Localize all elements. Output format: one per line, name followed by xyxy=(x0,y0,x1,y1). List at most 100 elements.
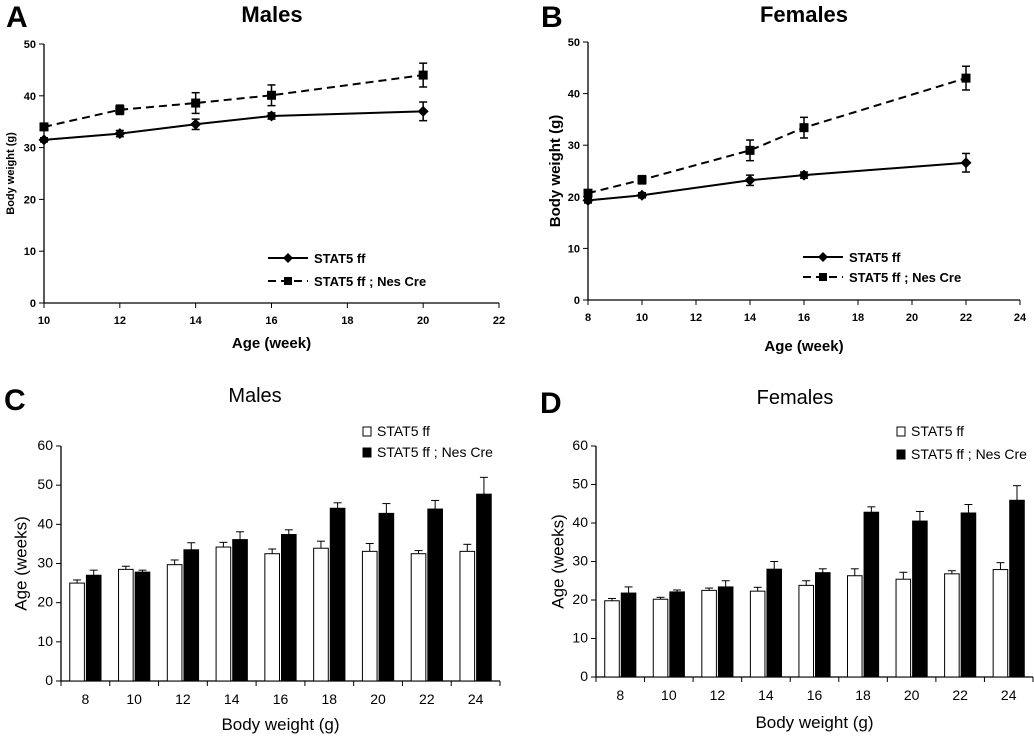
data-point-square xyxy=(745,145,755,155)
x-tick-label: 24 xyxy=(468,691,484,707)
x-tick-label: 14 xyxy=(224,691,240,707)
y-tick-label: 0 xyxy=(574,295,580,307)
bar-stat5-ff xyxy=(118,568,134,682)
bar-stat5-ff xyxy=(361,550,378,682)
x-axis-label: Body weight (g) xyxy=(755,713,873,732)
y-tick-label: 0 xyxy=(580,668,588,684)
y-axis-label: Body weight (g) xyxy=(5,132,17,215)
data-point-diamond xyxy=(38,134,50,146)
y-tick-label: 10 xyxy=(37,633,53,649)
bar-stat5-ff xyxy=(166,564,183,682)
bar-stat5-ff-nes-cre xyxy=(620,592,637,678)
legend-label: STAT5 ff xyxy=(377,423,430,439)
x-tick-label: 24 xyxy=(1014,312,1027,324)
bar-stat5-ff xyxy=(652,598,669,678)
y-tick-label: 0 xyxy=(45,672,53,688)
legend-marker-diamond xyxy=(818,252,828,262)
bar-stat5-ff xyxy=(798,584,815,678)
x-tick-label: 18 xyxy=(852,312,864,324)
data-point-diamond xyxy=(190,118,202,130)
x-tick-label: 22 xyxy=(419,691,435,707)
x-tick-label: 8 xyxy=(616,687,624,703)
legend-label: STAT5 ff ; Nes Cre xyxy=(377,444,493,460)
y-tick-label: 30 xyxy=(24,143,36,155)
y-tick-label: 30 xyxy=(568,140,580,152)
legend-label: STAT5 ff ; Nes Cre xyxy=(911,446,1027,462)
legend-marker-square xyxy=(819,273,827,281)
data-point-square xyxy=(267,90,276,100)
data-point-diamond xyxy=(744,174,756,186)
bar-stat5-ff xyxy=(604,600,620,678)
chart-panel-c: Males 0 10 20 30 40 50 60 Age (weeks) Body weight… xyxy=(11,385,501,734)
bar-stat5-ff xyxy=(459,550,476,682)
bar-stat5-ff-nes-cre xyxy=(815,572,831,678)
y-tick-label: 20 xyxy=(37,594,53,610)
x-tick-label: 18 xyxy=(341,315,353,327)
data-point-square xyxy=(637,175,647,185)
chart-title: Males xyxy=(241,2,302,27)
bar-stat5-ff-nes-cre xyxy=(669,591,685,678)
bar-stat5-ff xyxy=(264,553,281,682)
bar-stat5-ff-nes-cre xyxy=(863,511,880,678)
x-tick-label: 22 xyxy=(493,315,505,327)
data-point-diamond xyxy=(266,110,277,122)
y-axis-label: Body weight (g) xyxy=(547,115,564,228)
x-tick-label: 10 xyxy=(126,691,142,707)
bar-stat5-ff-nes-cre xyxy=(378,512,395,682)
legend-label: STAT5 ff xyxy=(849,250,901,265)
y-tick-label: 30 xyxy=(37,555,53,571)
x-tick-label: 18 xyxy=(855,687,871,703)
bar-stat5-ff xyxy=(992,569,1009,678)
y-tick-label: 50 xyxy=(572,476,588,492)
legend-marker-square xyxy=(284,277,292,285)
bar-stat5-ff-nes-cre xyxy=(1009,499,1025,678)
x-axis-label: Body weight (g) xyxy=(221,715,339,734)
panel-letter-c: C xyxy=(4,384,26,417)
x-tick-label: 12 xyxy=(114,315,126,327)
x-axis-label: Age (week) xyxy=(232,335,311,352)
series-line-stat5-ff xyxy=(43,110,424,141)
bar-stat5-ff-nes-cre xyxy=(85,574,102,682)
y-tick-label: 50 xyxy=(24,39,36,51)
y-tick-label: 60 xyxy=(37,437,53,453)
x-tick-label: 24 xyxy=(1001,687,1017,703)
x-tick-label: 18 xyxy=(321,691,337,707)
y-tick-label: 50 xyxy=(37,476,53,492)
bar-stat5-ff xyxy=(701,589,717,678)
bar-stat5-ff-nes-cre xyxy=(134,571,151,682)
bar-stat5-ff xyxy=(846,575,863,678)
panel-letter-b: B xyxy=(541,1,563,34)
y-tick-label: 10 xyxy=(572,630,588,646)
chart-title: Females xyxy=(757,387,834,409)
y-axis-label: Age (weeks) xyxy=(11,516,30,610)
x-tick-label: 22 xyxy=(960,312,972,324)
chart-panel-d: Females 0 10 20 30 40 50 60 Age (weeks) Body weig… xyxy=(548,387,1034,732)
x-tick-label: 10 xyxy=(38,315,50,327)
data-point-diamond xyxy=(114,128,126,140)
bar-stat5-ff xyxy=(313,547,329,682)
bar-stat5-ff-nes-cre xyxy=(183,549,200,682)
bar-stat5-ff xyxy=(69,582,85,682)
x-tick-label: 16 xyxy=(265,315,277,327)
y-tick-label: 40 xyxy=(568,89,580,101)
y-tick-label: 30 xyxy=(572,553,588,569)
x-tick-label: 20 xyxy=(906,312,918,324)
bar-stat5-ff xyxy=(944,573,960,678)
x-tick-label: 8 xyxy=(81,691,89,707)
bar-stat5-ff-nes-cre xyxy=(912,520,928,678)
panel-letter-a: A xyxy=(6,1,28,34)
x-tick-label: 16 xyxy=(807,687,823,703)
legend-label: STAT5 ff ; Nes Cre xyxy=(849,270,961,285)
legend-label: STAT5 ff xyxy=(314,251,366,266)
data-point-square xyxy=(961,73,971,83)
x-tick-label: 12 xyxy=(710,687,726,703)
data-point-diamond xyxy=(798,169,810,181)
x-tick-label: 14 xyxy=(744,312,757,324)
legend-swatch xyxy=(362,426,372,437)
x-tick-label: 14 xyxy=(758,687,774,703)
chart-panel-b: Females 0 10 20 30 40 50 Body weight (g) Age (we… xyxy=(547,2,1027,355)
legend-marker-diamond xyxy=(283,253,293,263)
chart-title: Males xyxy=(228,385,281,407)
x-tick-label: 20 xyxy=(417,315,429,327)
y-tick-label: 20 xyxy=(572,591,588,607)
